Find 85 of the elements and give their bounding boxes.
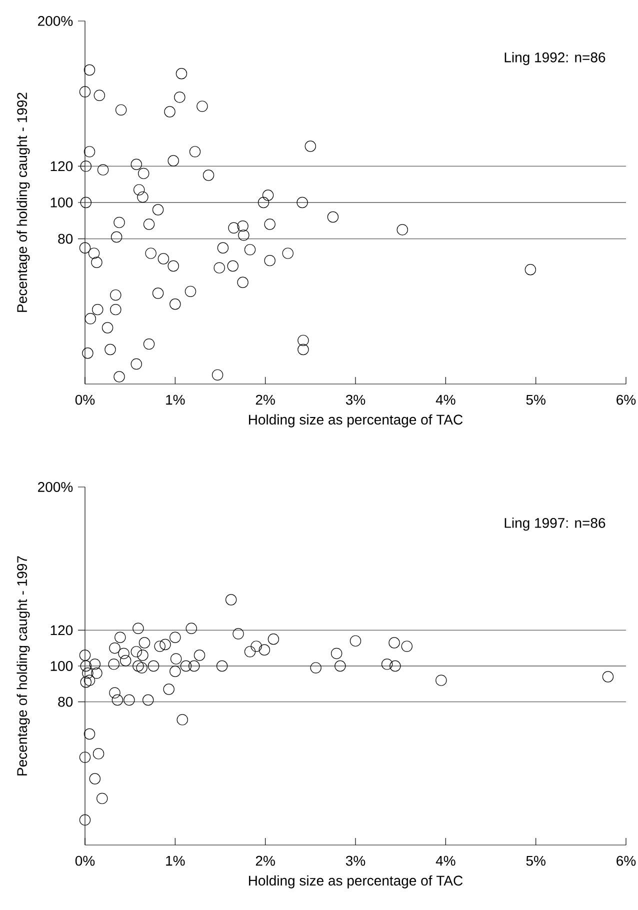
point xyxy=(188,660,200,672)
point xyxy=(160,638,171,650)
annotation: Ling 1992: n=86 xyxy=(504,52,606,66)
point xyxy=(268,634,280,645)
x-tick-label: 2% xyxy=(256,856,275,866)
point xyxy=(96,792,108,804)
x-tick-label: 5% xyxy=(526,394,546,405)
y-tick-label: 80 xyxy=(58,234,73,244)
point xyxy=(108,658,120,670)
point xyxy=(170,653,182,664)
point xyxy=(109,687,120,698)
point xyxy=(130,646,142,658)
y-tick-label: 200% xyxy=(38,482,73,492)
point xyxy=(244,646,256,658)
x-tick-label: 1% xyxy=(166,394,185,405)
point xyxy=(91,668,102,679)
x-tick-label: 4% xyxy=(436,394,456,405)
x-tick-label: 3% xyxy=(346,394,366,405)
point xyxy=(225,594,237,606)
x-tick-label: 0% xyxy=(75,856,95,866)
point xyxy=(186,622,197,634)
point xyxy=(120,655,132,666)
x-tick-label: 1% xyxy=(166,856,185,866)
point xyxy=(92,748,104,760)
point xyxy=(84,728,96,740)
y-axis-title: Pecentage of holding caught - 1992 xyxy=(16,92,30,312)
point xyxy=(602,671,614,682)
y-tick-label: 80 xyxy=(58,696,73,707)
point xyxy=(170,632,181,643)
annotation: Ling 1997: n=86 xyxy=(504,518,606,531)
point xyxy=(170,666,181,677)
point xyxy=(142,694,154,706)
point xyxy=(390,660,401,672)
x-tick-label: 6% xyxy=(616,394,636,405)
point xyxy=(82,668,94,679)
point xyxy=(334,660,346,672)
point xyxy=(138,637,150,648)
point xyxy=(148,660,160,672)
x-tick-label: 4% xyxy=(436,856,456,866)
x-tick-label: 5% xyxy=(526,856,546,866)
point xyxy=(401,640,412,652)
point xyxy=(79,650,91,661)
point xyxy=(80,660,92,672)
point xyxy=(84,674,96,686)
x-tick-label: 0% xyxy=(75,394,95,405)
point xyxy=(388,637,400,648)
point xyxy=(118,648,130,660)
point xyxy=(89,773,101,784)
y-tick-label: 120 xyxy=(50,625,73,636)
point xyxy=(232,628,244,640)
x-axis-title: Holding size as percentage of TAC xyxy=(249,414,463,428)
point xyxy=(132,622,144,634)
point xyxy=(136,662,148,674)
x-tick-label: 2% xyxy=(256,394,275,405)
point xyxy=(216,660,228,672)
point xyxy=(114,632,126,643)
point xyxy=(112,694,124,706)
point xyxy=(176,714,188,726)
y-axis-title: Pecentage of holding caught - 1997 xyxy=(16,556,30,776)
point xyxy=(258,644,270,656)
point xyxy=(154,640,166,652)
point xyxy=(436,674,447,686)
point xyxy=(124,694,135,706)
y-tick-label: 100 xyxy=(50,198,73,208)
point xyxy=(79,752,91,763)
point xyxy=(163,684,174,695)
x-tick-label: 6% xyxy=(616,856,636,866)
point xyxy=(89,658,101,670)
x-tick-label: 3% xyxy=(346,856,366,866)
point xyxy=(381,658,393,670)
point xyxy=(310,662,322,674)
point xyxy=(250,640,262,652)
point xyxy=(132,660,144,672)
y-tick-label: 200% xyxy=(38,16,73,26)
point xyxy=(350,635,362,647)
point xyxy=(194,650,206,661)
point xyxy=(80,676,92,688)
point xyxy=(79,814,91,826)
y-tick-label: 100 xyxy=(50,661,73,671)
point xyxy=(180,660,192,672)
x-axis-title: Holding size as percentage of TAC xyxy=(249,875,463,888)
point xyxy=(109,642,120,654)
y-tick-label: 120 xyxy=(50,161,73,172)
point xyxy=(330,648,342,660)
point xyxy=(137,650,148,661)
